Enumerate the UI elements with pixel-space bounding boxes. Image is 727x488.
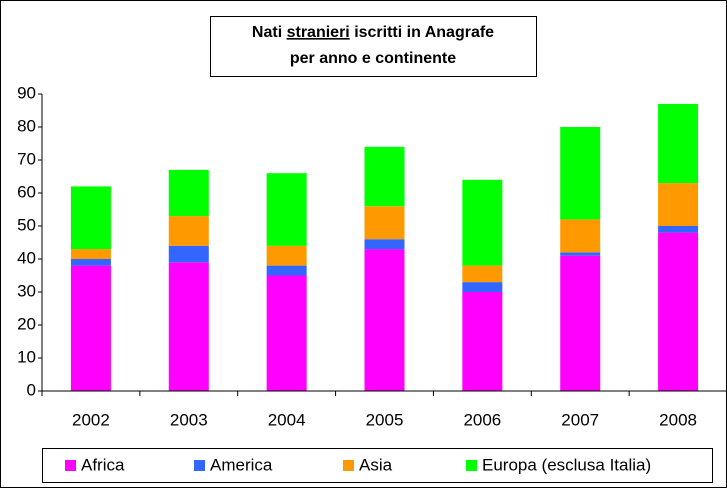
bar-segment (266, 245, 307, 266)
chart-subtitle: per anno e continente (290, 50, 456, 67)
legend-swatch (65, 460, 76, 471)
bar-segment (462, 179, 503, 266)
bar-segment (658, 232, 699, 391)
y-tick-label: 50 (17, 215, 36, 234)
x-tick-label: 2007 (561, 410, 599, 429)
bar-segment (658, 183, 699, 226)
x-tick-label: 2006 (463, 410, 501, 429)
bar-segment (70, 265, 111, 391)
bar-segment (462, 282, 503, 292)
bar-segment (364, 206, 405, 240)
bar-segment (364, 239, 405, 250)
bar-segment (560, 252, 601, 256)
bar-segment (462, 265, 503, 283)
bar-segment (658, 226, 699, 233)
legend-label: Asia (359, 455, 393, 474)
bar-segment (266, 173, 307, 246)
y-tick-label: 20 (17, 314, 36, 333)
legend-swatch (466, 460, 477, 471)
y-tick-label: 80 (17, 116, 36, 135)
bar-segment (70, 186, 111, 250)
y-tick-label: 30 (17, 281, 36, 300)
x-tick-label: 2002 (72, 410, 110, 429)
bar-segment (560, 127, 601, 220)
bar-segment (70, 259, 111, 266)
x-tick-label: 2008 (659, 410, 697, 429)
y-tick-label: 0 (27, 380, 36, 399)
x-tick-label: 2005 (366, 410, 404, 429)
bar-segment (70, 249, 111, 259)
bar-segment (266, 275, 307, 391)
bar-segment (168, 245, 209, 263)
bar-segment (364, 249, 405, 391)
bar-segment (266, 265, 307, 276)
bar-segment (364, 146, 405, 207)
bar-segment (168, 216, 209, 246)
bar-segment (560, 255, 601, 391)
chart-title: Nati stranieri iscritti in Anagrafe (252, 24, 494, 41)
legend-box (42, 448, 713, 483)
title-box (210, 16, 537, 77)
bar-segment (168, 262, 209, 391)
legend-label: Europa (esclusa Italia) (482, 455, 651, 474)
title-part: Nati (252, 24, 282, 41)
y-tick-label: 60 (17, 182, 36, 201)
x-tick-label: 2003 (170, 410, 208, 429)
bar-segment (560, 219, 601, 253)
legend-swatch (194, 460, 205, 471)
legend-label: Africa (81, 455, 125, 474)
y-tick-label: 90 (17, 83, 36, 102)
x-tick-label: 2004 (268, 410, 306, 429)
y-tick-label: 70 (17, 149, 36, 168)
title-part: iscritti in Anagrafe (354, 24, 494, 41)
y-tick-label: 40 (17, 248, 36, 267)
legend-label: America (210, 455, 273, 474)
title-part: stranieri (287, 24, 350, 41)
bar-segment (168, 169, 209, 217)
bar-segment (462, 292, 503, 391)
y-tick-label: 10 (17, 347, 36, 366)
legend-swatch (343, 460, 354, 471)
bar-segment (658, 103, 699, 184)
